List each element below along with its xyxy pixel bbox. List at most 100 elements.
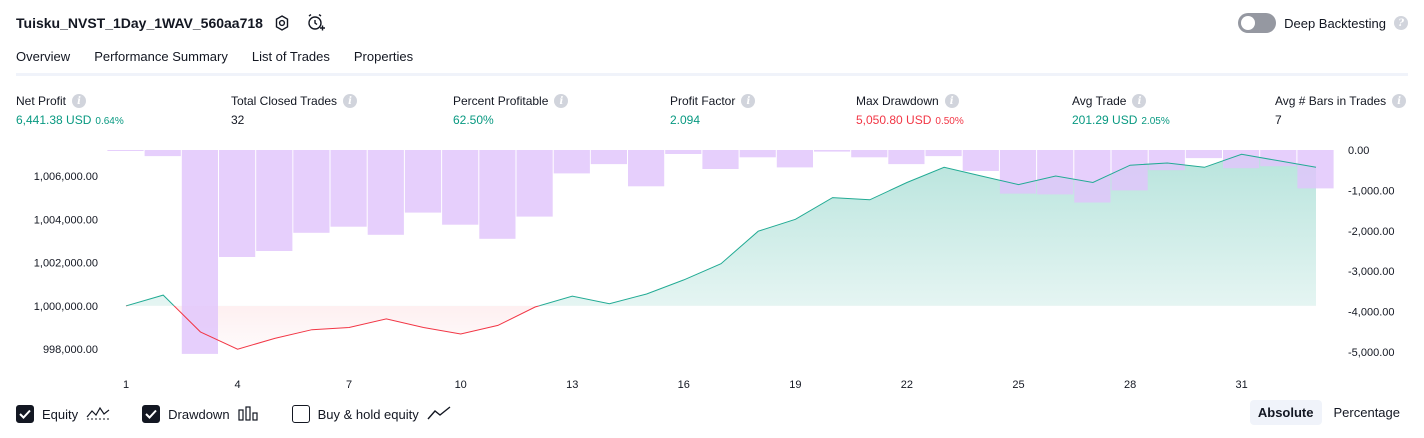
drawdown-bar — [1223, 150, 1260, 169]
metric-value: 5,050.80 USD — [856, 113, 932, 127]
drawdown-bar — [814, 150, 851, 152]
equity-drawdown-chart[interactable]: 998,000.00 1,000,000.00 1,002,000.00 1,004,… — [0, 140, 1424, 396]
drawdown-bar — [107, 150, 144, 151]
drawdown-bar — [181, 150, 218, 354]
legend-label: Buy & hold equity — [317, 406, 419, 422]
drawdown-bar — [739, 150, 776, 158]
deep-backtesting-label: Deep Backtesting — [1284, 15, 1386, 31]
drawdown-bar — [479, 150, 516, 239]
tab-list-of-trades[interactable]: List of Trades — [251, 49, 330, 64]
tab-properties[interactable]: Properties — [353, 49, 414, 64]
scale-toggle: Absolute Percentage — [1249, 400, 1408, 425]
equity-line-below — [125, 305, 541, 350]
x-axis-tick: 7 — [346, 379, 352, 391]
deep-backtesting: Deep Backtesting ? — [1238, 13, 1408, 33]
right-axis-tick: -1,000.00 — [1348, 185, 1394, 197]
drawdown-bar — [330, 150, 367, 227]
x-axis-tick: 28 — [1124, 379, 1136, 391]
left-axis-tick: 1,004,000.00 — [34, 214, 98, 226]
metric-percent: 2.05% — [1141, 116, 1170, 127]
metric-value: 7 — [1275, 113, 1282, 127]
info-icon[interactable]: ? — [1394, 16, 1408, 30]
metric-label: Avg Trade — [1072, 94, 1127, 108]
info-icon[interactable]: i — [1132, 94, 1147, 108]
info-icon[interactable]: i — [1392, 94, 1407, 108]
metric-label: Avg # Bars in Trades — [1275, 94, 1387, 108]
info-icon[interactable]: i — [343, 94, 358, 108]
drawdown-bar — [219, 150, 256, 257]
metric-label: Profit Factor — [670, 94, 736, 108]
x-axis-tick: 31 — [1235, 379, 1247, 391]
info-icon[interactable]: i — [554, 94, 569, 108]
settings-icon[interactable] — [272, 13, 292, 33]
left-axis-tick: 998,000.00 — [43, 344, 98, 356]
drawdown-bar — [553, 150, 590, 174]
percentage-button[interactable]: Percentage — [1333, 405, 1401, 420]
legend-equity[interactable]: Equity — [16, 405, 110, 424]
metric-avg-bars: Avg # Bars in Trades i 7 — [1275, 94, 1407, 127]
tab-performance-summary[interactable]: Performance Summary — [94, 49, 228, 64]
drawdown-bar — [851, 150, 888, 158]
metric-label: Total Closed Trades — [231, 94, 338, 108]
metric-value: 2.094 — [670, 113, 701, 127]
buy-hold-checkbox[interactable] — [291, 405, 310, 423]
metric-percent: 0.50% — [935, 116, 964, 127]
drawdown-bars-icon — [237, 405, 260, 424]
strategy-title: Tuisku_NVST_1Day_1WAV_560aa718 — [16, 15, 263, 31]
drawdown-bar — [1148, 150, 1185, 171]
drawdown-bar — [999, 150, 1037, 194]
drawdown-bar — [1297, 150, 1334, 189]
equity-line-icon — [86, 405, 110, 424]
x-axis-tick: 25 — [1012, 379, 1024, 391]
metric-percent: 0.64% — [95, 116, 124, 127]
drawdown-bar — [367, 150, 404, 235]
chart-legend: Equity Drawdown Buy & hold equity — [16, 403, 451, 425]
absolute-button[interactable]: Absolute — [1249, 400, 1322, 425]
metric-label: Net Profit — [16, 94, 67, 108]
drawdown-bar — [442, 150, 479, 225]
deep-backtesting-toggle[interactable] — [1238, 13, 1277, 33]
equity-line-above — [125, 153, 1317, 306]
metric-max-drawdown: Max Drawdown i 5,050.80 USD 0.50% — [856, 94, 964, 127]
drawdown-bar — [925, 150, 962, 157]
metric-value: 6,441.38 USD — [16, 113, 92, 127]
drawdown-bar — [256, 150, 293, 251]
metric-label: Percent Profitable — [453, 94, 549, 108]
x-axis-tick: 10 — [455, 379, 467, 391]
drawdown-bar — [888, 150, 925, 165]
drawdown-bar — [776, 150, 813, 168]
metric-profit-factor: Profit Factor i 2.094 — [670, 94, 756, 127]
tab-overview[interactable]: Overview — [16, 46, 71, 76]
equity-area-below — [126, 305, 539, 350]
x-axis-tick: 13 — [566, 379, 578, 391]
metric-label: Max Drawdown — [856, 94, 939, 108]
tabs-divider — [16, 73, 1408, 76]
drawdown-bar — [293, 150, 330, 233]
info-icon[interactable]: i — [72, 94, 87, 108]
toggle-knob — [1241, 16, 1256, 30]
right-axis-tick: 0.00 — [1348, 145, 1369, 157]
right-axis-tick: -2,000.00 — [1348, 226, 1394, 238]
info-icon[interactable]: i — [944, 94, 959, 108]
add-alert-icon[interactable] — [306, 13, 326, 33]
x-axis-tick: 4 — [235, 379, 241, 391]
right-axis-tick: -3,000.00 — [1348, 266, 1394, 278]
header: Tuisku_NVST_1Day_1WAV_560aa718 Deep Back… — [0, 0, 1424, 46]
drawdown-bar — [590, 150, 627, 165]
x-axis-tick: 1 — [123, 379, 129, 391]
right-axis-tick: -5,000.00 — [1348, 347, 1394, 359]
drawdown-bar — [665, 150, 702, 154]
drawdown-checkbox[interactable] — [142, 405, 161, 423]
legend-label: Drawdown — [168, 406, 230, 422]
drawdown-bar — [144, 150, 181, 157]
legend-buy-hold[interactable]: Buy & hold equity — [291, 405, 451, 424]
metric-net-profit: Net Profit i 6,441.38 USD 0.64% — [16, 94, 124, 127]
legend-label: Equity — [42, 406, 79, 422]
left-axis-tick: 1,002,000.00 — [34, 258, 98, 270]
drawdown-bar — [702, 150, 739, 169]
legend-drawdown[interactable]: Drawdown — [142, 405, 259, 424]
metric-percent-profitable: Percent Profitable i 62.50% — [453, 94, 569, 127]
equity-checkbox[interactable] — [16, 405, 34, 423]
info-icon[interactable]: i — [741, 94, 756, 108]
right-axis-tick: -4,000.00 — [1348, 307, 1394, 319]
